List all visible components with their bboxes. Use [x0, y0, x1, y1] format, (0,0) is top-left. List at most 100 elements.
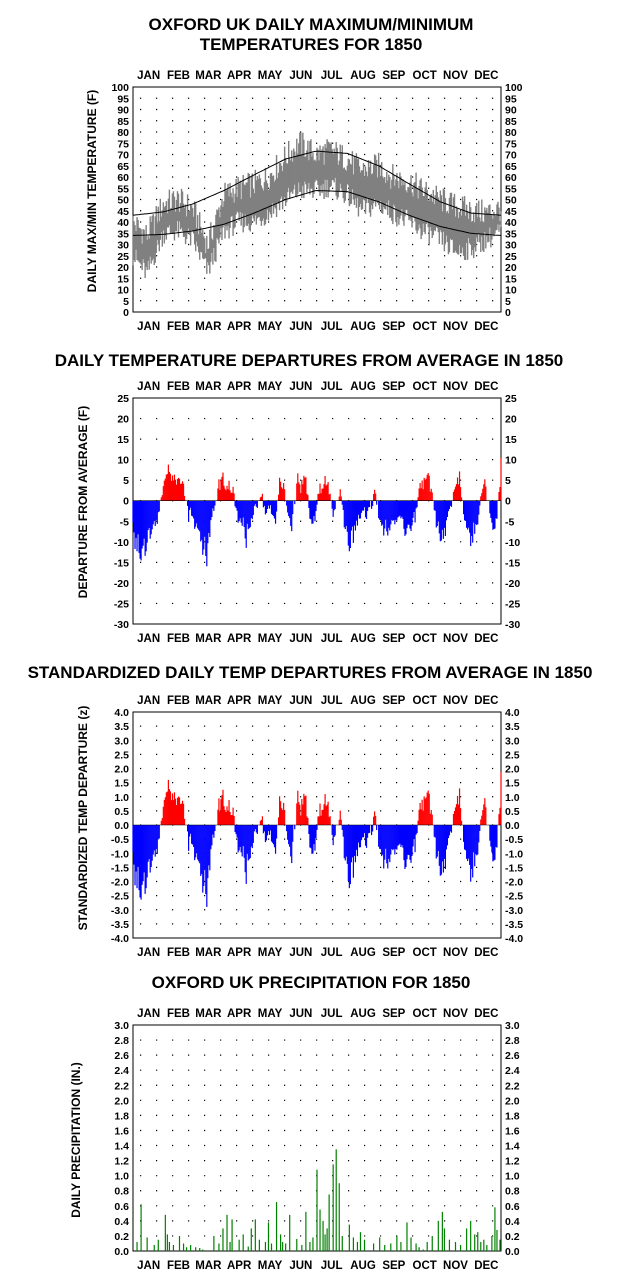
chart3-y-tick-right: 1.5 [505, 778, 520, 790]
chart4-month-bottom: OCT [413, 1260, 437, 1272]
chart4-y-tick-left: 2.8 [114, 1035, 129, 1047]
chart1-y-tick-right: 90 [505, 105, 517, 117]
chart3-month-top: MAR [195, 695, 222, 707]
chart1-y-tick-left: 90 [117, 105, 129, 117]
chart2-y-tick-right: -5 [505, 516, 514, 528]
chart2-month-bottom: DEC [474, 633, 498, 645]
chart4-month-top: MAR [195, 1008, 222, 1020]
chart1-month-top: MAY [258, 70, 283, 82]
chart1-y-tick-left: 40 [117, 217, 129, 229]
chart3-y-tick-right: -1.0 [505, 848, 523, 860]
chart2-y-tick-left: 0 [123, 496, 129, 508]
chart1-month-bottom: JAN [137, 321, 160, 333]
chart1-y-tick-left: 55 [117, 183, 129, 195]
chart4-y-tick-right: 1.0 [505, 1171, 520, 1183]
chart2-y-tick-right: 15 [505, 434, 517, 446]
chart3-month-bottom: AUG [350, 947, 376, 959]
chart3-y-tick-left: -4.0 [111, 933, 129, 945]
chart3-title: STANDARDIZED DAILY TEMP DEPARTURES FROM … [28, 663, 593, 682]
chart1-y-tick-left: 0 [123, 307, 129, 319]
chart4-y-tick-left: 0.0 [114, 1246, 129, 1258]
chart4-month-top: FEB [167, 1008, 190, 1020]
chart4-y-tick-right: 1.6 [505, 1125, 520, 1137]
chart2-month-bottom: JAN [137, 633, 160, 645]
chart3-month-top: JAN [137, 695, 160, 707]
chart2-y-tick-left: 25 [117, 393, 129, 405]
chart1-y-tick-right: 15 [505, 273, 517, 285]
chart3-y-tick-left: -3.5 [111, 919, 129, 931]
chart3-y-tick-left: 2.5 [114, 749, 129, 761]
chart2-month-bottom: FEB [167, 633, 190, 645]
chart3-y-tick-left: 1.5 [114, 778, 129, 790]
chart3-y-tick-left: -0.5 [111, 834, 129, 846]
chart3-month-bottom: MAY [258, 947, 283, 959]
chart1-y-tick-left: 15 [117, 273, 129, 285]
chart3-month-top: MAY [258, 695, 283, 707]
chart4-y-tick-right: 3.0 [505, 1020, 520, 1032]
chart4-y-tick-right: 0.8 [505, 1186, 520, 1198]
chart3-y-tick-left: 3.0 [114, 735, 129, 747]
chart2-month-top: SEP [382, 381, 405, 393]
chart2-month-bottom: SEP [382, 633, 405, 645]
chart4-y-tick-right: 1.2 [505, 1156, 520, 1168]
chart3-y-tick-left: 1.0 [114, 792, 129, 804]
chart4-month-bottom: AUG [350, 1260, 376, 1272]
chart3-month-top: JUL [321, 695, 343, 707]
chart3-month-bottom: APR [227, 947, 252, 959]
chart1-month-top: NOV [443, 70, 468, 82]
chart3-month-top: OCT [413, 695, 437, 707]
chart2-y-tick-left: 5 [123, 475, 129, 487]
chart2-y-tick-right: 10 [505, 455, 517, 467]
chart1-month-top: APR [227, 70, 252, 82]
chart1-y-tick-right: 10 [505, 285, 517, 297]
chart3-y-tick-right: 0.0 [505, 820, 520, 832]
chart4-y-tick-left: 3.0 [114, 1020, 129, 1032]
chart2-y-tick-right: -10 [505, 537, 520, 549]
chart2-month-top: JUL [321, 381, 343, 393]
chart1-month-top: OCT [413, 70, 437, 82]
chart1-title-line1: OXFORD UK DAILY MAXIMUM/MINIMUM [149, 15, 474, 34]
chart3-month-bottom: JUN [289, 947, 312, 959]
chart2-y-axis-label: DEPARTURE FROM AVERAGE (F) [76, 406, 90, 598]
chart3-y-tick-right: -3.0 [505, 905, 523, 917]
chart2-y-tick-left: 15 [117, 434, 129, 446]
chart2-month-top: MAY [258, 381, 283, 393]
chart3-y-tick-left: 4.0 [114, 707, 129, 719]
chart4-month-top: MAY [258, 1008, 283, 1020]
chart2-y-tick-right: 20 [505, 414, 517, 426]
chart4-month-top: JUN [289, 1008, 312, 1020]
chart3-y-tick-left: -2.0 [111, 877, 129, 889]
chart2-y-tick-left: -5 [120, 516, 129, 528]
chart1-month-bottom: JUN [289, 321, 312, 333]
chart4-month-bottom: FEB [167, 1260, 190, 1272]
chart1-month-top: AUG [350, 70, 376, 82]
chart1-y-tick-left: 35 [117, 228, 129, 240]
chart1-y-tick-left: 70 [117, 150, 129, 162]
chart4-y-tick-left: 1.2 [114, 1156, 129, 1168]
chart4-y-tick-left: 1.8 [114, 1110, 129, 1122]
chart2-y-tick-left: -25 [114, 598, 129, 610]
chart4-month-top: SEP [382, 1008, 405, 1020]
chart3-month-top: JUN [289, 695, 312, 707]
chart1-y-tick-right: 85 [505, 116, 517, 128]
chart1-month-bottom: SEP [382, 321, 405, 333]
standardized-departure-plot: -4.0 -4.0 -3.5 -3.5 -3.0 -3.0 -2.5 -2.5 -2.0 -2.0… [111, 695, 523, 959]
chart2-y-tick-left: -15 [114, 557, 129, 569]
chart3-y-axis-label: STANDARDIZED TEMP DEPARTURE (z) [76, 706, 90, 931]
chart1-y-tick-right: 5 [505, 296, 511, 308]
chart2-month-top: NOV [443, 381, 468, 393]
chart3-y-tick-right: 4.0 [505, 707, 520, 719]
chart3-y-tick-left: 2.0 [114, 764, 129, 776]
chart2-month-bottom: AUG [350, 633, 376, 645]
chart2-month-bottom: MAY [258, 633, 283, 645]
chart1-y-tick-right: 40 [505, 217, 517, 229]
chart4-month-bottom: JUL [321, 1260, 343, 1272]
chart1-y-tick-left: 45 [117, 206, 129, 218]
chart1-month-bottom: APR [227, 321, 252, 333]
chart1-month-top: DEC [474, 70, 498, 82]
chart1-y-tick-right: 60 [505, 172, 517, 184]
chart1-month-bottom: OCT [413, 321, 437, 333]
chart1-month-bottom: MAR [195, 321, 222, 333]
